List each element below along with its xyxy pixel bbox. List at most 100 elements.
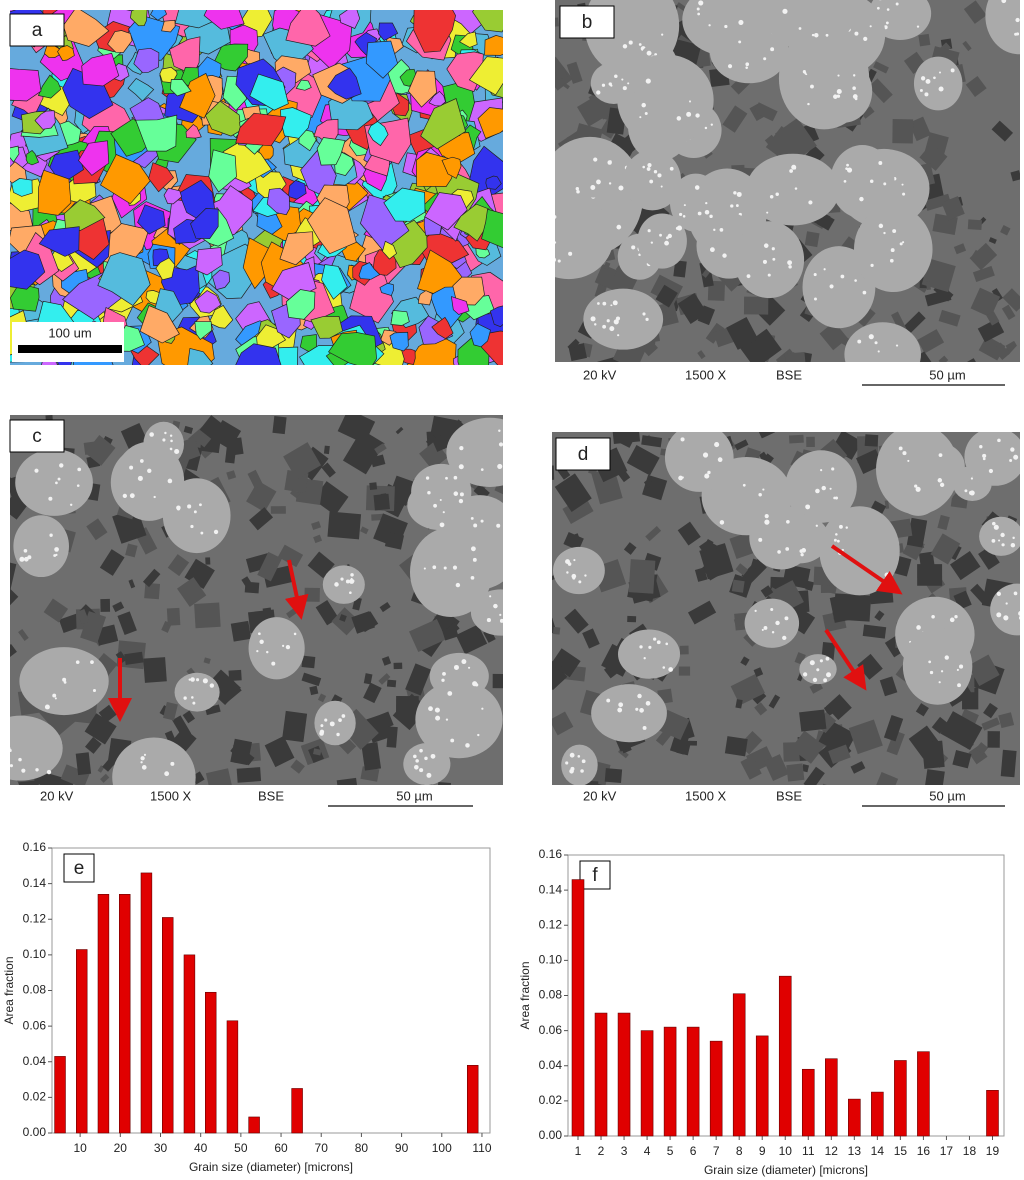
grain	[561, 744, 598, 785]
precipitate	[704, 209, 710, 215]
precipitate	[622, 86, 627, 91]
precipitate	[616, 224, 622, 230]
precipitate	[782, 635, 787, 641]
dark-phase	[552, 711, 574, 736]
precipitate	[647, 229, 651, 233]
precipitate	[704, 473, 710, 479]
precipitate	[504, 559, 507, 562]
x-tick-label: 4	[644, 1144, 651, 1158]
x-tick-label: 6	[690, 1144, 697, 1158]
precipitate	[902, 192, 906, 196]
grain	[591, 684, 667, 743]
precipitate	[970, 477, 974, 480]
dark-phase	[361, 742, 382, 771]
panel-label: c	[32, 426, 42, 447]
precipitate	[1015, 17, 1020, 23]
precipitate	[809, 660, 815, 666]
dark-phase	[883, 714, 904, 742]
y-tick-label: 0.04	[23, 1054, 47, 1068]
precipitate	[271, 661, 276, 666]
x-tick-label: 19	[986, 1144, 1000, 1158]
precipitate	[819, 659, 823, 663]
dark-phase	[567, 338, 580, 351]
precipitate	[798, 27, 802, 30]
dark-phase	[143, 657, 167, 683]
precipitate	[54, 547, 59, 552]
dark-phase	[740, 328, 782, 362]
dark-phase	[998, 712, 1015, 729]
dark-phase	[194, 602, 221, 629]
precipitate	[209, 683, 215, 688]
precipitate	[167, 478, 173, 484]
dark-phase	[163, 701, 178, 721]
precipitate	[23, 556, 29, 562]
grain	[37, 169, 72, 216]
precipitate	[650, 241, 653, 244]
dark-phase	[205, 557, 211, 565]
grain	[208, 149, 237, 193]
grain	[25, 150, 40, 166]
y-tick-label: 0.02	[23, 1090, 47, 1104]
precipitate	[939, 482, 945, 488]
precipitate	[816, 668, 820, 672]
grain	[155, 257, 176, 281]
dark-phase	[363, 682, 382, 704]
grain	[13, 515, 69, 578]
label-box	[579, 860, 611, 890]
dark-phase	[848, 719, 883, 755]
precipitate	[877, 350, 880, 353]
precipitate	[713, 228, 716, 232]
precipitate	[453, 664, 459, 670]
precipitate	[727, 64, 733, 69]
grain	[379, 282, 394, 297]
precipitate	[892, 229, 897, 234]
x-tick-label: 70	[315, 1141, 329, 1155]
precipitate	[771, 247, 775, 251]
dark-phase	[379, 601, 391, 613]
precipitate	[10, 764, 13, 768]
grain	[107, 30, 133, 53]
precipitate	[929, 670, 934, 675]
dark-phase	[10, 589, 19, 610]
dark-phase	[768, 694, 781, 709]
precipitate	[143, 753, 147, 756]
dark-phase	[873, 61, 889, 74]
grain	[428, 90, 446, 107]
precipitate	[435, 715, 441, 721]
dark-phase	[323, 445, 330, 455]
bar	[778, 975, 792, 1137]
precipitate	[423, 567, 426, 570]
precipitate	[334, 582, 339, 587]
dark-phase	[230, 620, 252, 642]
precipitate	[676, 116, 682, 121]
precipitate	[621, 78, 624, 81]
dark-phase	[282, 710, 308, 743]
precipitate	[854, 279, 857, 282]
precipitate	[452, 565, 458, 570]
precipitate	[890, 248, 895, 253]
precipitate	[480, 468, 484, 471]
x-tick-label: 10	[73, 1141, 87, 1155]
x-tick-label: 80	[355, 1141, 369, 1155]
dark-phase	[85, 736, 102, 754]
scale-text: 50 µm	[929, 367, 965, 382]
scale-text: 50 µm	[396, 788, 432, 803]
precipitate	[44, 704, 50, 710]
precipitate	[745, 66, 748, 69]
dark-phase	[735, 563, 749, 576]
precipitate	[578, 580, 582, 584]
dark-phase	[981, 717, 1000, 731]
precipitate	[432, 565, 437, 570]
bar	[732, 993, 746, 1137]
precipitate	[823, 678, 828, 683]
precipitate	[618, 702, 624, 708]
grain	[389, 331, 409, 352]
precipitate	[898, 446, 903, 451]
precipitate	[883, 231, 886, 235]
dark-phase	[1010, 170, 1020, 182]
dark-phase	[555, 67, 568, 81]
precipitate	[1003, 615, 1009, 621]
dark-phase	[731, 579, 745, 593]
dark-phase	[983, 702, 998, 719]
precipitate	[470, 546, 476, 552]
